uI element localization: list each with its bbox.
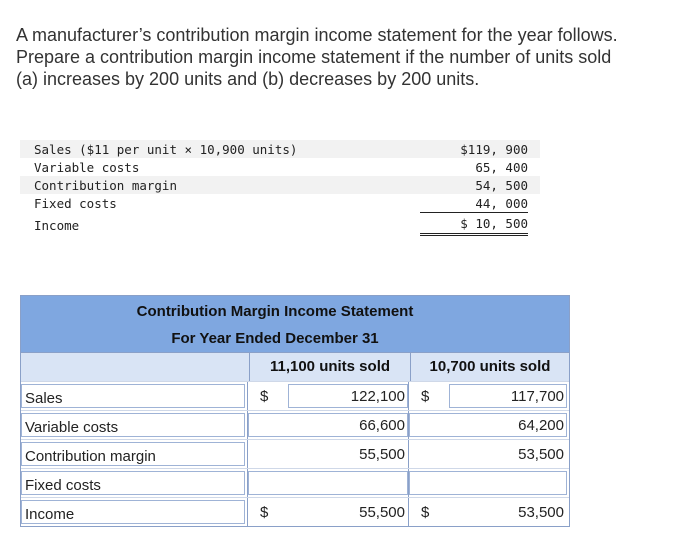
- given-row-fixed-costs: Fixed costs 44, 000: [20, 194, 540, 213]
- given-amount: 44, 000: [420, 196, 528, 213]
- problem-prompt: A manufacturer’s contribution margin inc…: [16, 24, 676, 90]
- currency-symbol: $: [260, 504, 269, 521]
- amount-value: 122,100: [350, 388, 405, 405]
- column-header-increase: 11,100 units sold: [250, 353, 411, 381]
- amount-value: 117,700: [510, 388, 564, 405]
- currency-symbol: $: [421, 388, 430, 405]
- currency-symbol: $: [421, 504, 430, 521]
- given-row-sales: Sales ($11 per unit × 10,900 units) $119…: [20, 140, 540, 158]
- amount-input-decrease[interactable]: [409, 471, 567, 495]
- prompt-line-1: A manufacturer’s contribution margin inc…: [16, 25, 618, 45]
- table-row: Income $ 55,500 $ 53,500: [21, 497, 569, 526]
- amount-value: 64,200: [518, 417, 564, 434]
- amount-input-increase[interactable]: [248, 413, 408, 437]
- given-row-contribution-margin: Contribution margin 54, 500: [20, 176, 540, 194]
- given-amount: $ 10, 500: [420, 216, 528, 236]
- amount-input-increase[interactable]: [288, 384, 408, 408]
- given-label: Sales ($11 per unit × 10,900 units): [34, 142, 298, 157]
- amount-value: 53,500: [518, 504, 564, 521]
- row-label-input[interactable]: Variable costs: [21, 413, 245, 437]
- amount-input-decrease[interactable]: [449, 384, 567, 408]
- row-label: Fixed costs: [25, 477, 101, 494]
- prompt-line-2: Prepare a contribution margin income sta…: [16, 47, 612, 67]
- column-headers: 11,100 units sold 10,700 units sold: [21, 352, 569, 381]
- currency-symbol: $: [260, 388, 269, 405]
- table-row: Fixed costs: [21, 468, 569, 497]
- row-label-input[interactable]: Income: [21, 500, 245, 524]
- given-amount: $119, 900: [460, 142, 528, 157]
- table-row: Contribution margin 55,500 53,500: [21, 439, 569, 468]
- amount-input-increase[interactable]: [248, 471, 408, 495]
- row-label-input[interactable]: Sales: [21, 384, 245, 408]
- given-label: Fixed costs: [34, 196, 117, 211]
- given-row-variable-costs: Variable costs 65, 400: [20, 158, 540, 177]
- given-row-income: Income $ 10, 500: [20, 212, 540, 236]
- amount-value: 55,500: [359, 446, 405, 463]
- given-amount: 54, 500: [475, 178, 528, 193]
- answer-statement-table: Contribution Margin Income Statement For…: [20, 295, 570, 527]
- statement-title: Contribution Margin Income Statement: [136, 303, 414, 320]
- given-amount: 65, 400: [420, 160, 528, 177]
- row-label: Contribution margin: [25, 448, 156, 465]
- row-label: Variable costs: [25, 419, 119, 436]
- amount-value: 53,500: [518, 446, 564, 463]
- statement-header: Contribution Margin Income Statement For…: [21, 296, 569, 352]
- statement-subtitle: For Year Ended December 31: [171, 330, 379, 347]
- amount-input-decrease[interactable]: [409, 413, 567, 437]
- row-label: Income: [25, 506, 75, 523]
- row-label-input[interactable]: Fixed costs: [21, 471, 245, 495]
- table-row: Sales $ 122,100 $ 117,700: [21, 381, 569, 410]
- amount-value: 66,600: [359, 417, 405, 434]
- label-column-header: [21, 353, 250, 381]
- row-label: Sales: [25, 390, 63, 407]
- column-header-decrease: 10,700 units sold: [429, 358, 551, 375]
- given-label: Variable costs: [34, 160, 140, 175]
- row-label-input[interactable]: Contribution margin: [21, 442, 245, 466]
- given-label: Contribution margin: [34, 178, 177, 193]
- given-income-statement: Sales ($11 per unit × 10,900 units) $119…: [20, 140, 540, 236]
- table-row: Variable costs 66,600 64,200: [21, 410, 569, 439]
- given-label: Income: [34, 218, 80, 233]
- prompt-line-3: (a) increases by 200 units and (b) decre…: [16, 69, 480, 89]
- amount-value: 55,500: [359, 504, 405, 521]
